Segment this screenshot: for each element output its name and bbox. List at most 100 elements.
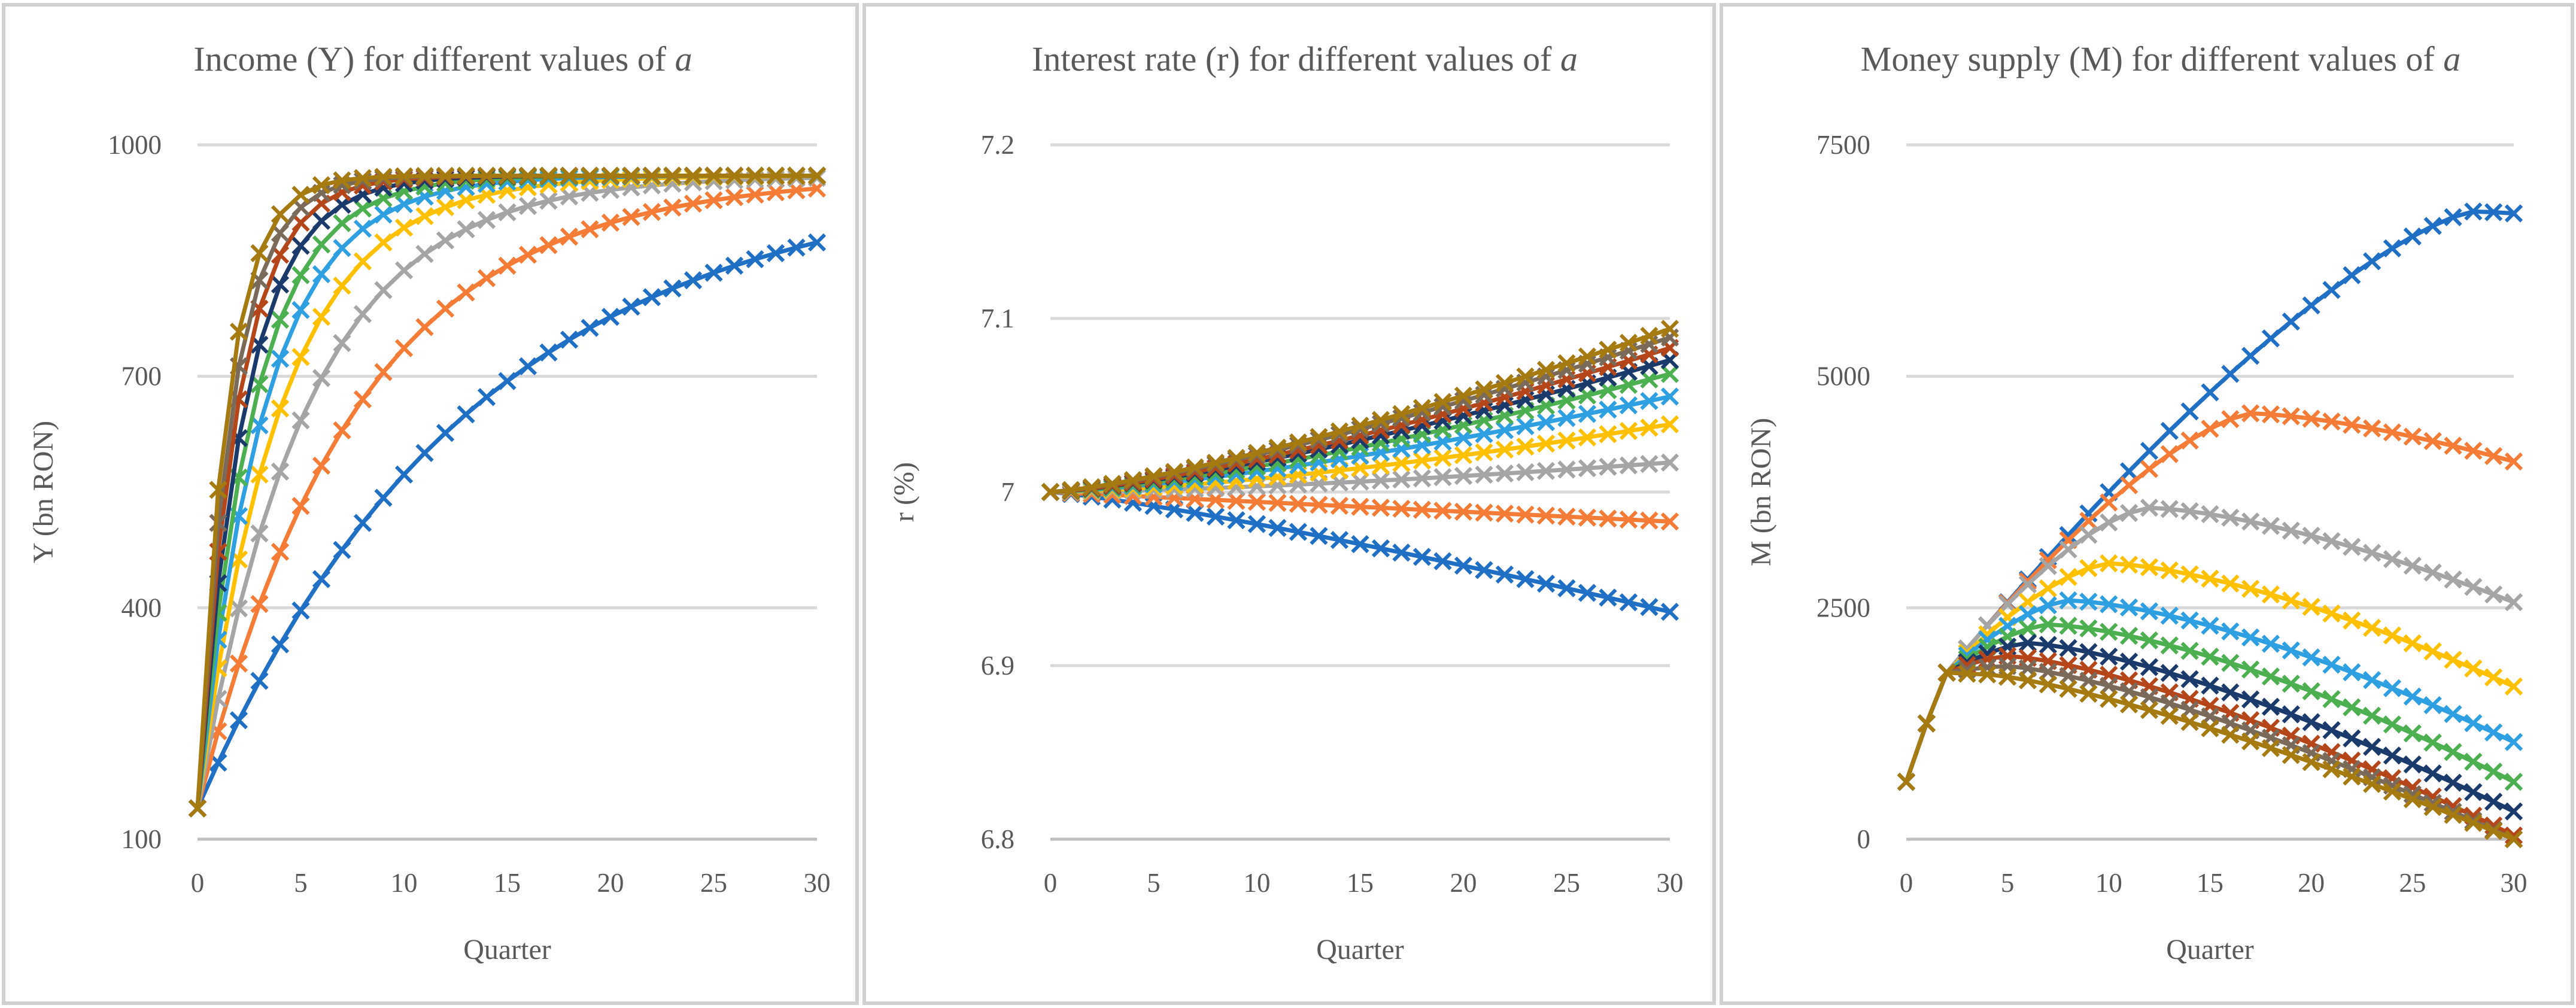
data-point-marker xyxy=(1660,453,1679,472)
x-tick-label: 20 xyxy=(2298,868,2325,898)
data-point-marker xyxy=(1392,454,1411,472)
data-point-marker xyxy=(2423,798,2442,816)
data-point-marker xyxy=(291,497,310,515)
data-point-marker xyxy=(1062,481,1080,499)
x-tick-label: 10 xyxy=(391,868,418,898)
data-point-marker xyxy=(2484,822,2503,840)
x-tick-label: 25 xyxy=(700,868,727,898)
data-point-marker xyxy=(229,599,248,618)
data-point-marker xyxy=(684,195,703,213)
data-point-marker xyxy=(725,166,744,185)
y-axis-title: Y (bn RON) xyxy=(28,421,59,563)
data-point-marker xyxy=(1247,444,1266,462)
data-point-marker xyxy=(2079,512,2098,530)
data-point-marker xyxy=(2302,713,2320,731)
data-point-marker xyxy=(1227,491,1246,510)
data-point-marker xyxy=(539,343,558,362)
x-tick-label: 20 xyxy=(1450,868,1477,898)
data-point-marker xyxy=(2039,615,2057,634)
data-point-marker xyxy=(2464,813,2483,832)
data-point-marker xyxy=(622,166,640,185)
series-a10 xyxy=(1897,663,2523,849)
data-point-marker xyxy=(2363,737,2381,756)
data-point-marker xyxy=(1599,341,1617,359)
data-point-marker xyxy=(2484,668,2503,687)
data-point-marker xyxy=(2079,672,2098,690)
data-point-marker xyxy=(1412,548,1432,566)
data-point-marker xyxy=(2383,679,2402,697)
data-point-marker xyxy=(560,227,579,246)
data-point-marker xyxy=(2241,512,2260,531)
data-point-marker xyxy=(2343,729,2361,748)
y-tick-label: 5000 xyxy=(1816,362,1870,391)
data-point-marker xyxy=(2160,561,2179,580)
data-point-marker xyxy=(1619,333,1638,352)
data-point-marker xyxy=(1619,421,1638,441)
data-point-marker xyxy=(2423,642,2442,661)
data-point-marker xyxy=(2322,532,2341,551)
data-point-marker xyxy=(2201,719,2219,737)
data-point-marker xyxy=(1640,370,1658,389)
data-point-marker xyxy=(374,363,393,381)
data-point-marker xyxy=(2261,517,2280,535)
data-point-marker xyxy=(1310,496,1328,514)
data-point-marker xyxy=(2100,595,2118,614)
data-point-marker xyxy=(1330,531,1349,549)
data-point-marker xyxy=(498,203,517,221)
x-tick-label: 25 xyxy=(1553,868,1580,898)
data-point-marker xyxy=(2120,652,2138,671)
data-point-marker xyxy=(312,456,331,475)
data-point-marker xyxy=(2140,558,2159,576)
data-point-marker xyxy=(1557,579,1576,597)
data-point-marker xyxy=(1371,411,1390,429)
data-point-marker xyxy=(2059,526,2077,544)
data-point-marker xyxy=(1578,428,1597,447)
data-point-marker xyxy=(684,271,703,290)
data-point-marker xyxy=(1412,399,1432,417)
x-tick-label: 10 xyxy=(2095,868,2122,898)
data-point-marker xyxy=(1082,478,1101,497)
data-point-marker xyxy=(2180,502,2199,521)
data-point-marker xyxy=(1351,472,1369,491)
data-point-marker xyxy=(1660,320,1679,338)
data-point-marker xyxy=(2059,591,2077,610)
data-point-marker xyxy=(1557,354,1576,373)
data-point-marker xyxy=(1186,503,1204,523)
data-point-marker xyxy=(2221,622,2240,640)
data-point-marker xyxy=(2363,671,2381,690)
data-point-marker xyxy=(250,672,269,690)
data-point-marker xyxy=(1619,593,1638,612)
x-tick-label: 30 xyxy=(804,868,831,898)
data-point-marker xyxy=(1475,380,1493,399)
data-point-marker xyxy=(746,166,764,185)
data-point-marker xyxy=(2140,442,2159,460)
data-point-marker xyxy=(333,214,351,232)
data-point-marker xyxy=(642,202,661,221)
data-point-marker xyxy=(2423,563,2442,582)
x-tick-label: 0 xyxy=(191,868,205,898)
data-point-marker xyxy=(2120,627,2138,645)
data-point-marker xyxy=(2343,767,2361,786)
data-point-marker xyxy=(312,176,331,195)
data-point-marker xyxy=(333,541,351,559)
data-point-marker xyxy=(663,198,682,217)
data-point-marker xyxy=(2120,462,2138,481)
data-point-marker xyxy=(415,444,434,462)
y-tick-label: 700 xyxy=(121,362,162,391)
data-point-marker xyxy=(2484,763,2503,781)
data-point-marker xyxy=(1433,552,1452,570)
data-point-marker xyxy=(2039,579,2057,598)
data-point-marker xyxy=(2221,574,2240,593)
y-tick-label: 0 xyxy=(1857,824,1871,854)
data-point-marker xyxy=(560,187,579,206)
data-point-marker xyxy=(291,601,310,620)
data-point-marker xyxy=(374,281,393,299)
y-axis-title: M (bn RON) xyxy=(1745,418,1777,566)
data-point-marker xyxy=(250,375,269,393)
data-point-marker xyxy=(436,231,455,250)
data-point-marker xyxy=(291,300,310,319)
data-point-marker xyxy=(2302,296,2320,315)
chart-title: Money supply (M) for different values of… xyxy=(1861,40,2460,78)
data-point-marker xyxy=(250,244,269,263)
data-point-marker xyxy=(2018,620,2037,638)
